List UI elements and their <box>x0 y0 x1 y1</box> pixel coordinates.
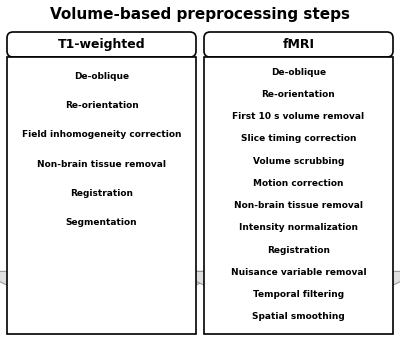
Text: Non-brain tissue removal: Non-brain tissue removal <box>37 160 166 169</box>
Bar <box>7 57 196 334</box>
Text: fMRI: fMRI <box>282 38 314 51</box>
Text: Volume scrubbing: Volume scrubbing <box>253 157 344 166</box>
Text: Slice timing correction: Slice timing correction <box>241 134 356 143</box>
Bar <box>204 57 393 334</box>
Polygon shape <box>0 60 224 331</box>
Text: Motion correction: Motion correction <box>253 179 344 188</box>
Text: Registration: Registration <box>267 246 330 255</box>
Text: De-oblique: De-oblique <box>271 68 326 77</box>
Text: Volume-based preprocessing steps: Volume-based preprocessing steps <box>50 7 350 22</box>
Text: Temporal filtering: Temporal filtering <box>253 290 344 299</box>
Polygon shape <box>176 60 400 331</box>
FancyBboxPatch shape <box>204 32 393 57</box>
Text: First 10 s volume removal: First 10 s volume removal <box>232 112 364 121</box>
Text: Field inhomogeneity correction: Field inhomogeneity correction <box>22 130 181 140</box>
Text: Registration: Registration <box>70 189 133 198</box>
Text: Segmentation: Segmentation <box>66 218 137 227</box>
Text: Non-brain tissue removal: Non-brain tissue removal <box>234 201 363 210</box>
Text: Spatial smoothing: Spatial smoothing <box>252 312 345 321</box>
FancyBboxPatch shape <box>7 32 196 57</box>
Text: Re-orientation: Re-orientation <box>262 90 335 99</box>
Text: Re-orientation: Re-orientation <box>65 101 138 110</box>
Text: Intensity normalization: Intensity normalization <box>239 223 358 232</box>
Text: T1-weighted: T1-weighted <box>58 38 145 51</box>
Text: Nuisance variable removal: Nuisance variable removal <box>231 268 366 277</box>
Text: De-oblique: De-oblique <box>74 72 129 81</box>
